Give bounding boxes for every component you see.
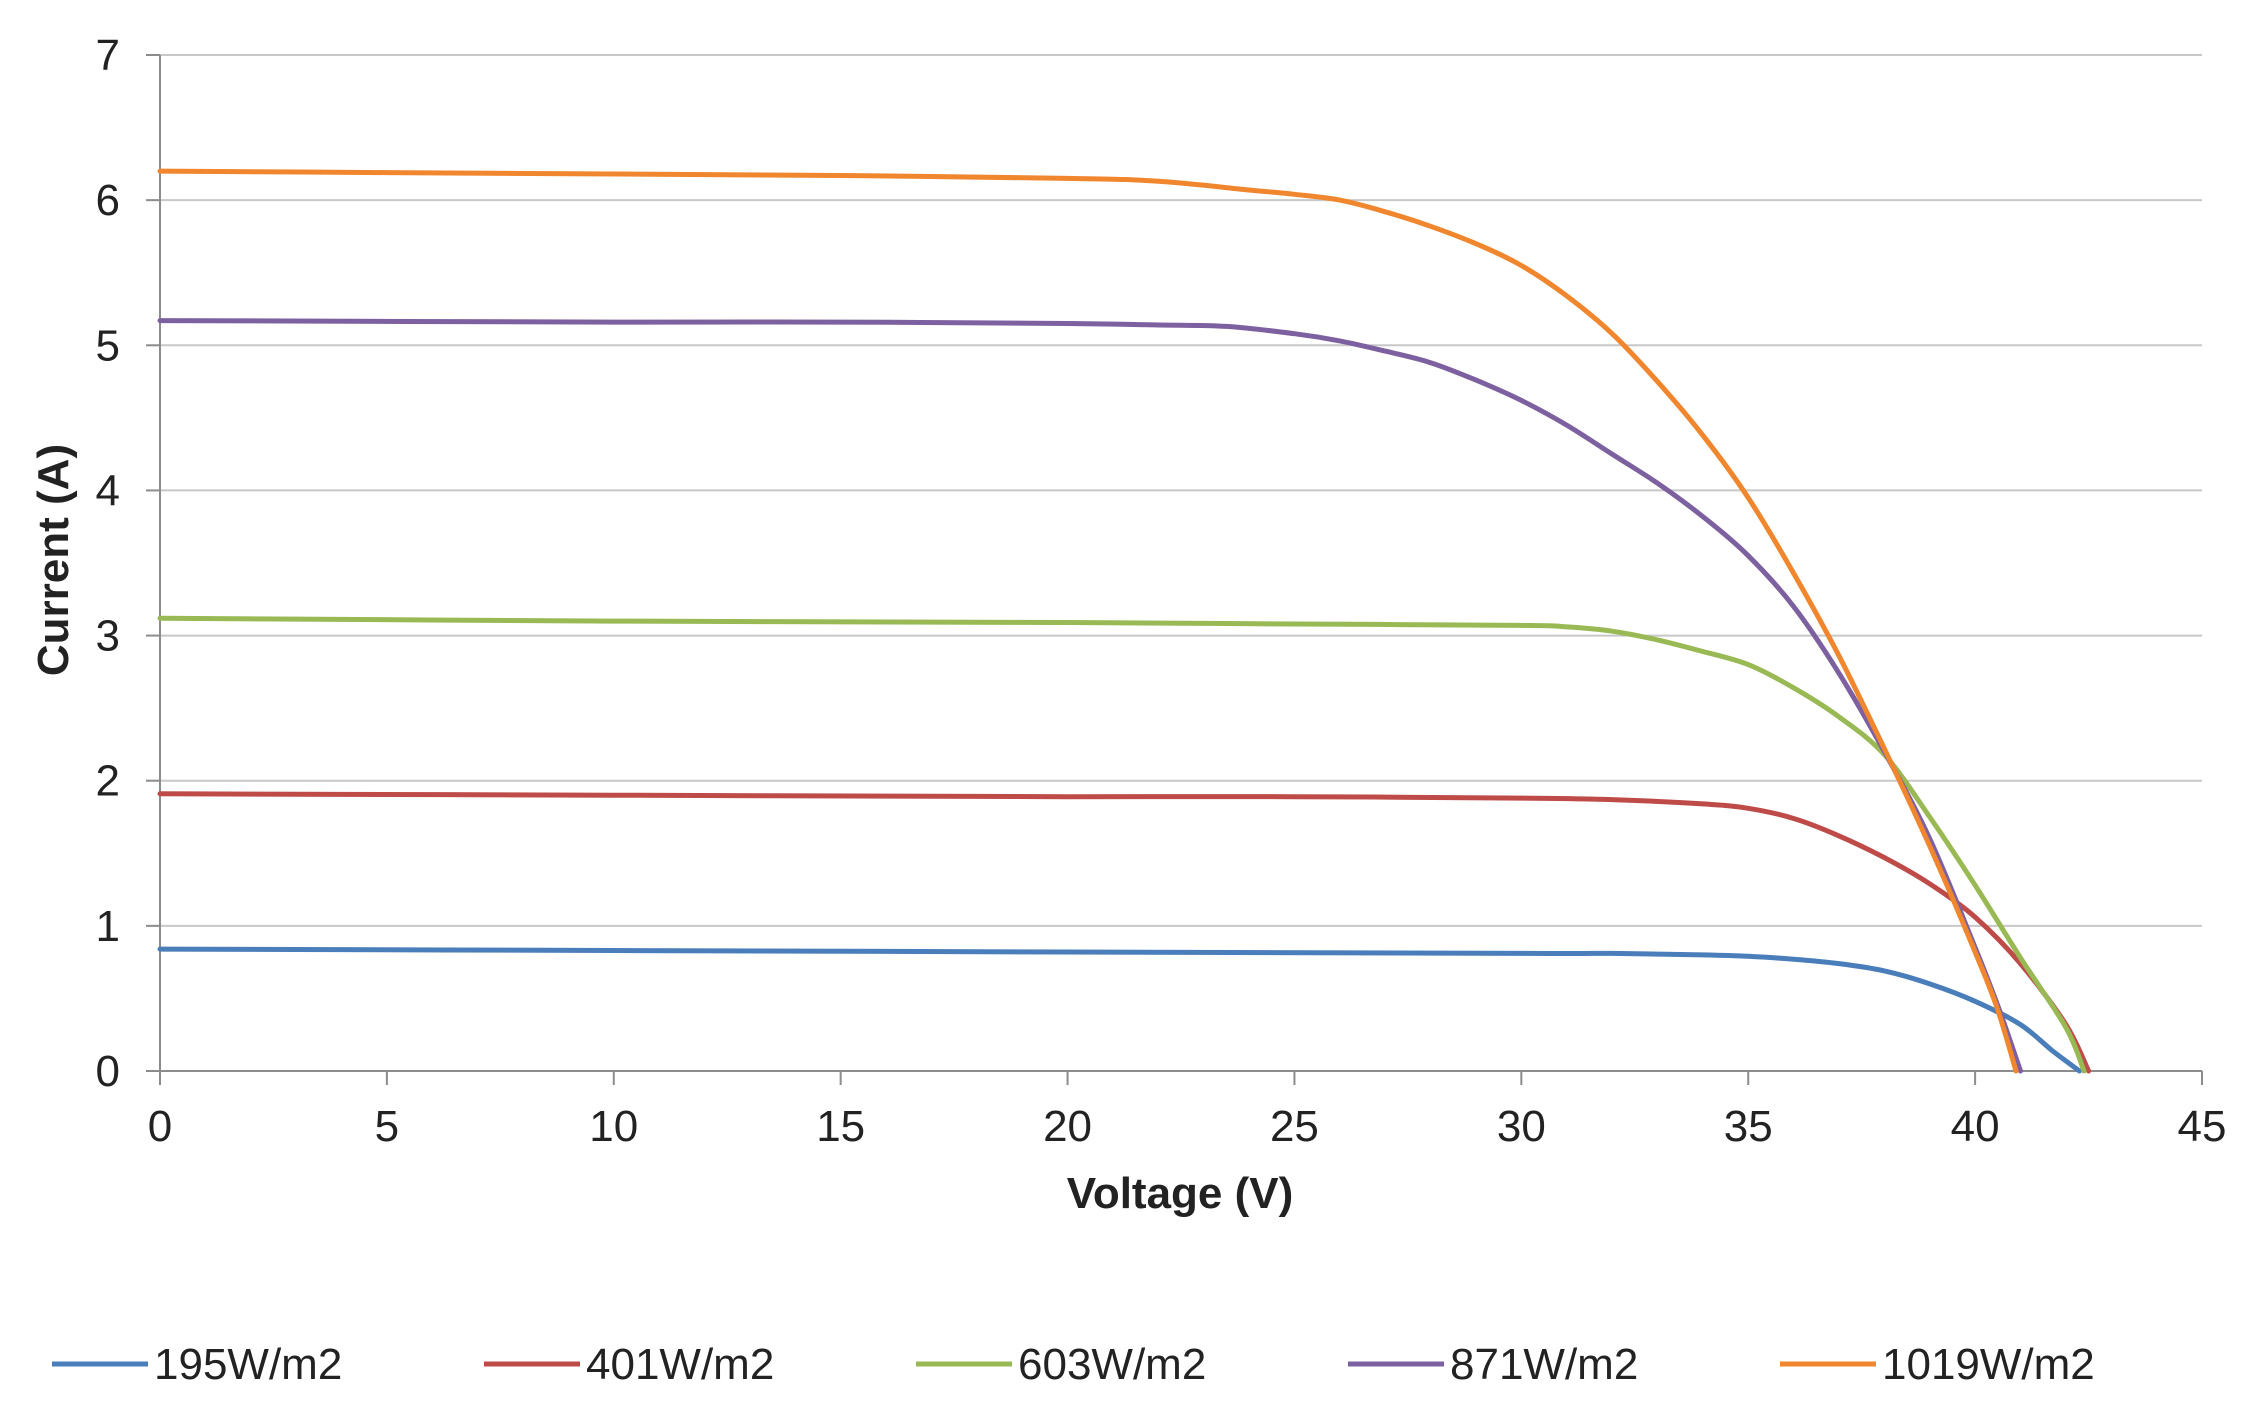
legend-item: 871W/m2 [1348, 1340, 1638, 1389]
y-tick-label: 0 [96, 1047, 120, 1096]
legend: 195W/m2 401W/m2 603W/m2 871W/m2 1019W/m2 [52, 1340, 2095, 1389]
series-line [157, 791, 2092, 1074]
series-line [157, 168, 2019, 1074]
y-tick-label: 3 [96, 612, 120, 661]
y-tick-label: 7 [96, 31, 120, 80]
x-tick-label: 30 [1497, 1102, 1546, 1151]
x-tick-label: 40 [1951, 1102, 2000, 1151]
legend-item: 401W/m2 [484, 1340, 774, 1389]
x-tick-label: 45 [2178, 1102, 2227, 1151]
y-tick-label: 1 [96, 902, 120, 951]
x-tick-label: 15 [816, 1102, 865, 1151]
x-tick-label: 20 [1043, 1102, 1092, 1151]
y-tick-label: 6 [96, 176, 120, 225]
legend-label: 1019W/m2 [1882, 1340, 2095, 1389]
x-tick-label: 0 [148, 1102, 172, 1151]
legend-label: 871W/m2 [1450, 1340, 1638, 1389]
legend-label: 195W/m2 [154, 1340, 342, 1389]
legend-item: 1019W/m2 [1780, 1340, 2095, 1389]
gridlines [160, 54, 2202, 927]
y-tick-label: 4 [96, 466, 120, 515]
legend-item: 195W/m2 [52, 1340, 342, 1389]
data-series [157, 168, 2092, 1074]
series-line [157, 615, 2087, 1074]
y-axis-title: Current (A) [29, 444, 78, 676]
x-tick-label: 25 [1270, 1102, 1319, 1151]
y-tick-label: 5 [96, 321, 120, 370]
x-tick-label: 10 [589, 1102, 638, 1151]
x-axis-title: Voltage (V) [1067, 1169, 1294, 1218]
legend-label: 401W/m2 [586, 1340, 774, 1389]
x-tick-label: 5 [375, 1102, 399, 1151]
y-tick-label: 2 [96, 757, 120, 806]
legend-label: 603W/m2 [1018, 1340, 1206, 1389]
series-line [157, 946, 2082, 1074]
legend-item: 603W/m2 [916, 1340, 1206, 1389]
x-tick-label: 35 [1724, 1102, 1773, 1151]
